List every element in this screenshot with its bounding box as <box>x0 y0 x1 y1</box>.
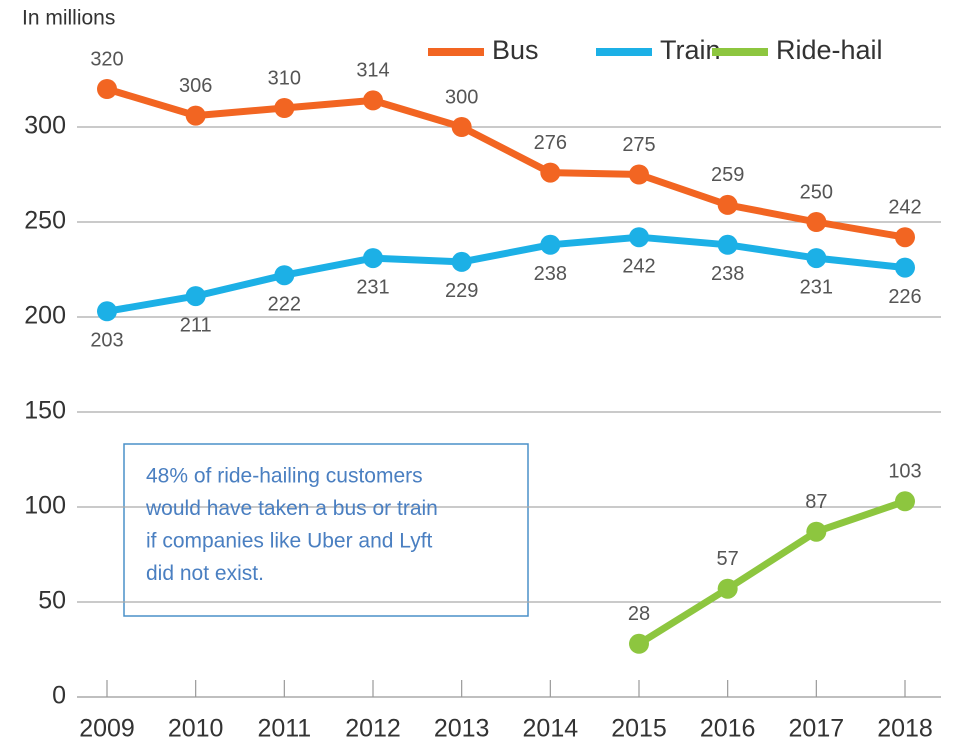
data-label: 275 <box>622 134 655 156</box>
data-point <box>185 286 206 307</box>
annotation-text: did not exist. <box>146 562 264 585</box>
legend-label: Train <box>660 35 721 65</box>
data-label: 259 <box>711 164 744 186</box>
data-point <box>451 251 472 272</box>
x-tick-label: 2015 <box>611 715 667 743</box>
data-point <box>363 248 383 269</box>
data-label: 222 <box>268 293 301 315</box>
y-tick-label: 200 <box>24 302 66 330</box>
y-tick-label: 50 <box>38 587 66 615</box>
data-label: 28 <box>628 603 650 625</box>
data-label: 242 <box>888 196 921 218</box>
data-label: 238 <box>711 263 744 285</box>
legend-label: Ride-hail <box>776 35 883 65</box>
data-label: 103 <box>888 461 921 483</box>
data-label: 57 <box>717 548 739 570</box>
y-tick-label: 250 <box>24 207 66 235</box>
data-label: 211 <box>180 314 212 336</box>
annotation-text: if companies like Uber and Lyft <box>146 530 433 553</box>
x-tick-label: 2012 <box>345 715 401 743</box>
data-label: 314 <box>356 60 389 82</box>
data-point <box>363 90 383 111</box>
data-label: 306 <box>179 75 212 97</box>
data-label: 231 <box>800 276 833 298</box>
data-point <box>97 301 117 322</box>
x-tick-label: 2018 <box>877 715 933 743</box>
x-tick-label: 2016 <box>700 715 756 743</box>
subtitle: In millions <box>22 7 115 30</box>
annotation-text: would have taken a bus or train <box>145 497 438 520</box>
x-tick-label: 2013 <box>434 715 490 743</box>
x-tick-label: 2014 <box>523 715 579 743</box>
data-point <box>806 212 827 232</box>
data-point <box>274 265 295 286</box>
x-tick-label: 2017 <box>789 715 845 743</box>
annotation-text: 48% of ride-hailing customers <box>146 465 423 488</box>
y-tick-label: 150 <box>24 397 66 425</box>
series-line <box>637 497 907 647</box>
data-point <box>451 117 472 137</box>
data-label: 87 <box>805 491 827 513</box>
data-point <box>97 79 117 99</box>
data-label: 320 <box>90 48 123 70</box>
data-label: 231 <box>356 276 389 298</box>
data-point <box>806 521 827 542</box>
data-point <box>717 194 738 215</box>
series-line <box>106 233 906 315</box>
data-point <box>629 164 649 185</box>
data-label: 226 <box>888 286 921 308</box>
data-point <box>274 98 295 118</box>
data-label: 229 <box>445 280 478 302</box>
data-label: 250 <box>800 181 833 203</box>
data-label: 238 <box>534 263 567 285</box>
data-point <box>540 234 561 255</box>
data-label: 310 <box>268 67 301 89</box>
data-label: 242 <box>622 255 655 277</box>
data-point <box>717 578 738 599</box>
y-tick-label: 100 <box>24 492 66 520</box>
data-point <box>185 105 206 126</box>
data-point <box>717 234 738 255</box>
data-point <box>895 491 915 512</box>
series-line <box>105 85 906 241</box>
data-label: 300 <box>445 86 478 108</box>
annotation-box <box>123 443 529 617</box>
data-label: 276 <box>534 132 567 154</box>
legend-label: Bus <box>492 35 539 65</box>
data-point <box>629 633 649 654</box>
data-point <box>806 248 827 269</box>
data-point <box>895 257 915 278</box>
data-point <box>540 162 561 183</box>
y-tick-label: 0 <box>52 682 66 710</box>
data-label: 203 <box>90 330 123 352</box>
x-tick-label: 2010 <box>168 715 224 743</box>
data-point <box>895 227 915 248</box>
data-point <box>629 227 649 248</box>
x-tick-label: 2009 <box>79 715 135 743</box>
x-tick-label: 2011 <box>257 715 311 743</box>
y-tick-label: 300 <box>24 112 66 140</box>
